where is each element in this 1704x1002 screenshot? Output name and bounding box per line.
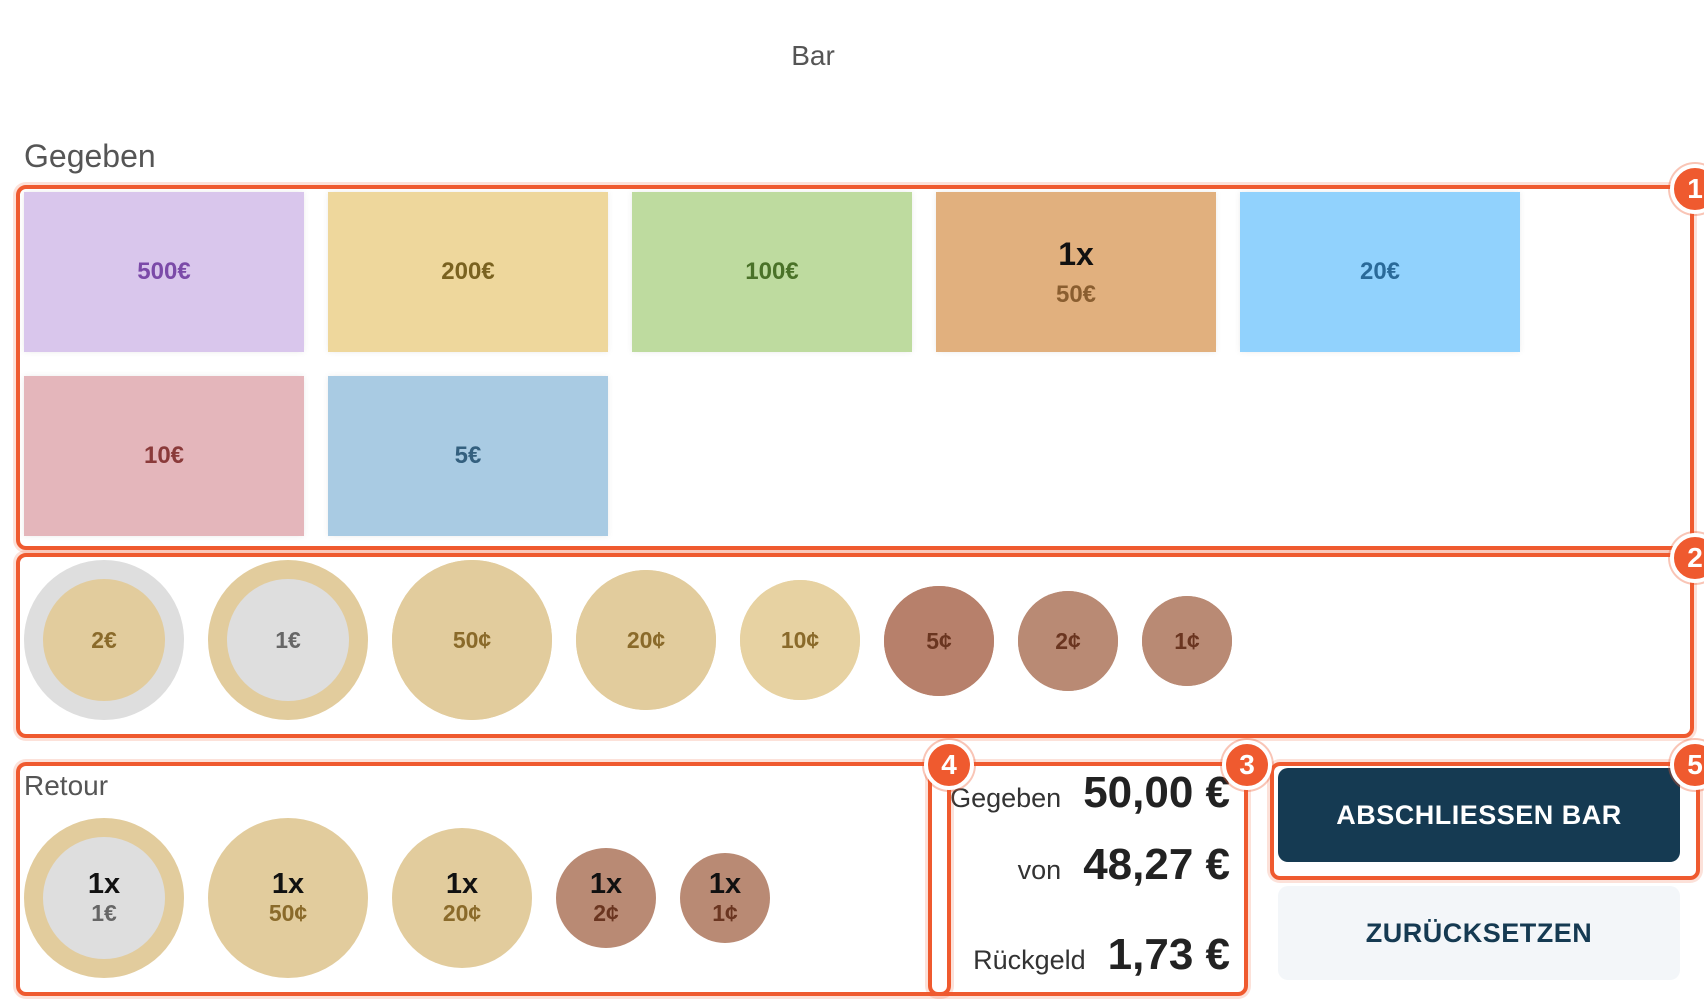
coin-core: 1¢	[1142, 596, 1232, 686]
annotation-badge-4: 4	[924, 740, 974, 790]
coin-label: 1€	[275, 626, 301, 653]
coin-label: 10¢	[780, 626, 820, 653]
change-row: Rückgeld 1,73 €	[930, 930, 1230, 980]
coin-5-cent-button[interactable]: 5¢	[884, 586, 994, 696]
coin-core: 2¢	[1018, 591, 1118, 691]
note-200-button[interactable]: 200€	[328, 192, 608, 352]
return-coin-2-cent: 1x 2¢	[556, 848, 656, 948]
coin-core: 50¢	[392, 560, 552, 720]
reset-button[interactable]: ZURÜCKSETZEN	[1278, 886, 1680, 980]
coin-1-euro-button[interactable]: 1€	[208, 560, 368, 720]
return-coin-count: 1x	[445, 867, 479, 900]
return-coin-label: 1¢	[712, 900, 738, 927]
coin-2-cent-button[interactable]: 2¢	[1018, 591, 1118, 691]
change-value: 1,73 €	[1107, 930, 1230, 979]
highlight-box-finish	[1270, 762, 1700, 880]
note-label: 50€	[1055, 280, 1097, 308]
given-section-label: Gegeben	[24, 138, 156, 174]
return-coin-label: 50¢	[268, 900, 308, 927]
highlight-box-summary	[928, 762, 1248, 996]
coin-label: 50¢	[452, 626, 492, 653]
change-label: Rückgeld	[973, 945, 1086, 975]
annotation-badge-5: 5	[1670, 740, 1704, 790]
amount-due-label: von	[1017, 855, 1062, 885]
note-10-button[interactable]: 10€	[24, 376, 304, 536]
page-title: Bar	[791, 40, 835, 71]
note-label: 100€	[745, 258, 799, 285]
highlight-box-return	[16, 762, 951, 996]
coin-core: 20¢	[576, 570, 716, 710]
note-label: 20€	[1359, 258, 1401, 285]
coin-label: 2¢	[1055, 627, 1081, 654]
return-coin-count: 1x	[271, 867, 305, 900]
note-500-button[interactable]: 500€	[24, 192, 304, 352]
highlight-box-notes	[16, 185, 1694, 550]
coin-20-cent-button[interactable]: 20¢	[576, 570, 716, 710]
annotation-badge-1: 1	[1670, 164, 1704, 214]
return-coin-count: 1x	[708, 867, 742, 900]
note-100-button[interactable]: 100€	[632, 192, 912, 352]
return-coin-label: 20¢	[442, 900, 482, 927]
coin-50-cent-button[interactable]: 50¢	[392, 560, 552, 720]
annotation-badge-2: 2	[1670, 533, 1704, 583]
note-20-button[interactable]: 20€	[1240, 192, 1520, 352]
finish-cash-button[interactable]: ABSCHLIESSEN BAR	[1278, 768, 1680, 862]
return-coin-1-cent: 1x 1¢	[680, 853, 770, 943]
note-label: 200€	[441, 258, 495, 285]
coin-1-cent-button[interactable]: 1¢	[1142, 596, 1232, 686]
return-section-label: Retour	[24, 770, 109, 801]
given-total-label: Gegeben	[950, 783, 1062, 813]
return-coin-count: 1x	[589, 867, 623, 900]
return-coin-20-cent: 1x 20¢	[392, 828, 532, 968]
highlight-box-coins	[16, 553, 1694, 738]
return-coin-1-euro: 1x 1€	[24, 818, 184, 978]
coin-core: 5¢	[884, 586, 994, 696]
amount-due-value: 48,27 €	[1083, 840, 1230, 889]
coin-core: 2€	[43, 579, 165, 701]
return-coin-50-cent: 1x 50¢	[208, 818, 368, 978]
coin-label: 5¢	[926, 627, 952, 654]
note-5-button[interactable]: 5€	[328, 376, 608, 536]
return-coin-count: 1x	[87, 867, 121, 900]
note-50-button[interactable]: 1x 50€	[936, 192, 1216, 352]
coin-core: 10¢	[740, 580, 860, 700]
note-label: 5€	[454, 442, 482, 469]
given-total-value: 50,00 €	[1083, 768, 1230, 817]
amount-due-row: von 48,27 €	[930, 840, 1230, 890]
return-coin-label: 2¢	[593, 900, 619, 927]
coin-label: 20¢	[626, 626, 666, 653]
coin-core: 1€	[227, 579, 349, 701]
coin-label: 1¢	[1174, 627, 1200, 654]
coin-10-cent-button[interactable]: 10¢	[740, 580, 860, 700]
annotation-badge-3: 3	[1222, 740, 1272, 790]
note-label: 10€	[143, 442, 185, 469]
coin-core: 1x 1€	[43, 837, 165, 959]
note-count: 1x	[1058, 235, 1094, 272]
coin-label: 2€	[91, 626, 117, 653]
coin-2-euro-button[interactable]: 2€	[24, 560, 184, 720]
given-total-row: Gegeben 50,00 €	[930, 768, 1230, 818]
note-label: 500€	[137, 258, 191, 285]
return-coin-label: 1€	[91, 900, 117, 927]
